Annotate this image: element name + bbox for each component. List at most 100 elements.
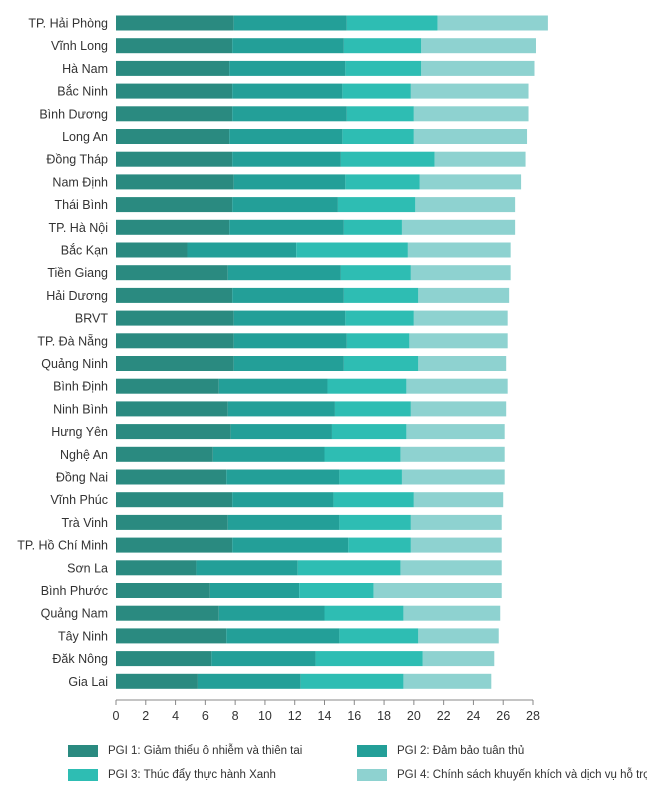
category-label-dong-nai: Đồng Nai (56, 471, 108, 485)
bar-ha-nam-pgi2 (229, 60, 346, 76)
bar-ninh-binh-pgi3 (334, 401, 411, 417)
bar-ninh-binh-pgi4 (410, 401, 507, 417)
bar-thai-binh-pgi2 (232, 197, 338, 213)
category-label-dong-thap: Đồng Tháp (46, 153, 108, 167)
bar-tp-ha-noi-pgi2 (229, 219, 344, 235)
bar-nghe-an-pgi4 (400, 446, 505, 462)
bar-tra-vinh-pgi1 (116, 514, 228, 530)
bar-bac-ninh-pgi2 (232, 83, 343, 99)
x-tick-label-26: 26 (496, 709, 510, 723)
legend: PGI 1: Giảm thiểu ô nhiễm và thiên tai P… (0, 735, 647, 795)
bar-dong-thap-pgi2 (232, 151, 341, 167)
bar-gia-lai-pgi4 (403, 673, 492, 689)
bar-hung-yen-pgi3 (331, 424, 407, 440)
bar-tien-giang-pgi2 (227, 265, 341, 281)
bar-vinh-phuc-pgi4 (413, 492, 504, 508)
bar-thai-binh-pgi3 (337, 197, 416, 213)
bar-dong-nai-pgi2 (226, 469, 340, 485)
legend-item-pgi1: PGI 1: Giảm thiểu ô nhiễm và thiên tai (68, 745, 302, 757)
bar-tp-hai-phong-pgi1 (116, 15, 234, 31)
bar-ha-nam-pgi1 (116, 60, 230, 76)
bar-long-an-pgi3 (342, 129, 414, 144)
bar-bac-kan-pgi4 (407, 242, 511, 258)
bar-tp-da-nang-pgi1 (116, 333, 234, 349)
bar-bac-ninh-pgi3 (342, 83, 411, 99)
bar-binh-duong-pgi2 (232, 106, 347, 122)
bar-bac-kan-pgi1 (116, 242, 188, 258)
category-label-tay-ninh: Tây Ninh (58, 629, 108, 643)
bar-binh-dinh-pgi4 (406, 378, 508, 394)
bar-long-an-pgi2 (229, 129, 343, 144)
legend-label-pgi2: PGI 2: Đảm bảo tuân thủ (397, 745, 525, 757)
bar-long-an-pgi1 (116, 129, 230, 144)
bar-hung-yen-pgi4 (406, 424, 505, 440)
category-label-tp-ho-chi-minh: TP. Hồ Chí Minh (17, 539, 108, 553)
bar-quang-nam-pgi4 (403, 605, 501, 621)
bar-dak-nong-pgi3 (315, 651, 423, 667)
bar-thai-binh-pgi4 (415, 197, 516, 213)
bar-vinh-long-pgi2 (232, 38, 344, 54)
category-label-hai-duong: Hải Dương (46, 289, 108, 303)
bar-binh-phuoc-pgi4 (373, 583, 502, 598)
category-label-tra-vinh: Trà Vinh (61, 516, 108, 530)
legend-label-pgi3: PGI 3: Thúc đẩy thực hành Xanh (108, 769, 276, 781)
category-label-bac-kan: Bắc Kạn (61, 243, 108, 258)
bar-tp-ho-chi-minh-pgi2 (232, 537, 349, 553)
bar-hai-duong-pgi1 (116, 287, 233, 303)
x-tick-label-8: 8 (232, 709, 239, 723)
bar-quang-ninh-pgi3 (343, 356, 419, 371)
category-label-vinh-long: Vĩnh Long (51, 39, 108, 53)
category-label-ha-nam: Hà Nam (62, 62, 108, 76)
bars-group (116, 15, 548, 689)
bar-ninh-binh-pgi1 (116, 401, 228, 417)
category-label-tp-hai-phong: TP. Hải Phòng (28, 17, 108, 31)
bar-tp-da-nang-pgi2 (233, 333, 347, 349)
bar-tien-giang-pgi4 (410, 265, 511, 281)
bar-bac-kan-pgi2 (187, 242, 297, 258)
bar-binh-duong-pgi3 (346, 106, 414, 122)
bar-tra-vinh-pgi3 (339, 514, 411, 530)
bar-tay-ninh-pgi4 (418, 628, 499, 644)
bar-vinh-long-pgi1 (116, 38, 233, 54)
bar-quang-nam-pgi1 (116, 605, 219, 621)
bar-dak-nong-pgi4 (422, 651, 495, 667)
bar-brvt-pgi4 (413, 310, 508, 326)
bar-tp-da-nang-pgi4 (409, 333, 508, 349)
bar-dong-nai-pgi3 (339, 469, 402, 485)
bar-gia-lai-pgi2 (197, 673, 301, 689)
legend-swatch-pgi4 (357, 769, 387, 781)
legend-swatch-pgi1 (68, 745, 98, 757)
legend-item-pgi3: PGI 3: Thúc đẩy thực hành Xanh (68, 769, 276, 781)
bar-thai-binh-pgi1 (116, 197, 233, 213)
bar-gia-lai-pgi3 (300, 673, 404, 689)
bar-tra-vinh-pgi2 (227, 514, 340, 530)
bar-binh-dinh-pgi2 (218, 378, 328, 394)
bar-quang-nam-pgi3 (324, 605, 404, 621)
category-label-tp-da-nang: TP. Đà Nẵng (37, 333, 108, 348)
bar-tien-giang-pgi3 (340, 265, 411, 281)
bar-hung-yen-pgi1 (116, 424, 231, 440)
category-label-tien-giang: Tiền Giang (47, 266, 108, 280)
bar-hai-duong-pgi2 (232, 287, 344, 303)
category-label-quang-ninh: Quảng Ninh (41, 357, 108, 371)
bar-son-la-pgi4 (400, 560, 502, 576)
x-tick-label-4: 4 (172, 709, 179, 723)
bar-nam-dinh-pgi4 (419, 174, 522, 190)
category-label-nam-dinh: Nam Định (52, 175, 108, 189)
bar-dong-nai-pgi1 (116, 469, 227, 485)
bar-tp-hai-phong-pgi4 (437, 15, 548, 31)
bar-nam-dinh-pgi3 (345, 174, 420, 190)
bar-vinh-long-pgi3 (343, 38, 422, 54)
bar-quang-ninh-pgi1 (116, 356, 234, 371)
category-label-binh-duong: Bình Dương (39, 107, 108, 121)
bar-quang-nam-pgi2 (218, 605, 325, 621)
category-label-bac-ninh: Bắc Ninh (57, 84, 108, 99)
category-label-hung-yen: Hưng Yên (51, 425, 108, 439)
bar-son-la-pgi3 (297, 560, 401, 576)
category-label-vinh-phuc: Vĩnh Phúc (50, 493, 108, 507)
x-tick-label-6: 6 (202, 709, 209, 723)
bar-tp-ho-chi-minh-pgi1 (116, 537, 233, 553)
bar-dak-nong-pgi1 (116, 651, 212, 667)
x-tick-label-18: 18 (377, 709, 391, 723)
bar-son-la-pgi1 (116, 560, 197, 576)
